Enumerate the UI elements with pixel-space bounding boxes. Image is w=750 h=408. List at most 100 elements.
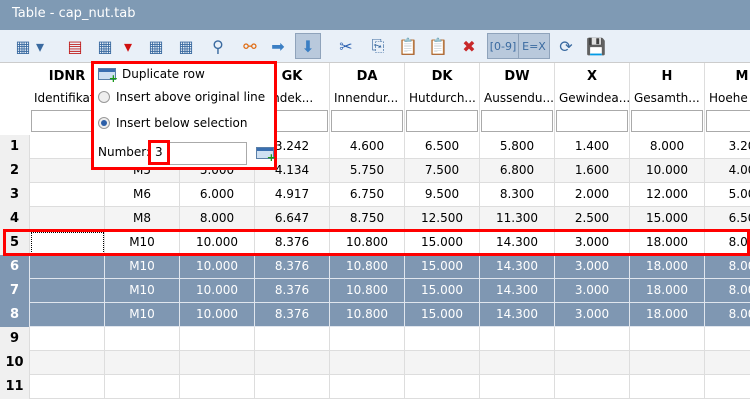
table-cell[interactable] [30,207,105,231]
table-cell[interactable]: 4.917 [255,183,330,207]
radio-insert-above[interactable] [98,91,110,103]
table-cell[interactable]: 4.134 [255,159,330,183]
move-row-down-button[interactable]: ▦ [173,33,199,59]
table-cell[interactable]: 8.000 [630,135,705,159]
table-cell[interactable] [105,327,180,351]
table-cell[interactable] [480,351,555,375]
table-cell[interactable]: 18.000 [630,303,705,327]
table-cell[interactable]: 18.000 [630,255,705,279]
table-cell[interactable] [705,375,750,399]
table-cell[interactable] [705,351,750,375]
table-cell[interactable]: 14.300 [480,231,555,255]
table-cell[interactable]: 8.00 [705,255,750,279]
delete-row-button[interactable]: ▤ [62,33,88,59]
save-button[interactable]: 💾 [583,33,609,59]
table-cell[interactable]: 10.000 [180,231,255,255]
table-cell[interactable]: 12.500 [405,207,480,231]
row-header[interactable]: 6 [0,255,30,279]
table-cell[interactable]: 7.500 [405,159,480,183]
table-row[interactable]: 7 M10 10.000 8.376 10.800 15.000 14.300 3.000 18… [0,279,750,303]
table-cell[interactable] [30,327,105,351]
table-cell[interactable] [555,327,630,351]
table-cell[interactable] [630,351,705,375]
row-header[interactable]: 7 [0,279,30,303]
table-cell[interactable]: 10.000 [180,279,255,303]
column-filter-input[interactable] [331,110,403,132]
row-header[interactable]: 5 [0,231,30,255]
table-cell[interactable]: 1.400 [555,135,630,159]
table-cell[interactable]: 6.000 [180,183,255,207]
table-cell[interactable] [405,327,480,351]
table-cell[interactable]: 5.00 [705,183,750,207]
copy-button[interactable]: ⎘ [365,33,391,59]
table-cell[interactable]: 10.000 [630,159,705,183]
hierarchy-button[interactable]: ⚯ [237,33,263,59]
table-cell[interactable]: 8.376 [255,255,330,279]
table-cell[interactable]: 8.300 [480,183,555,207]
table-cell[interactable]: 3.000 [555,303,630,327]
table-cell[interactable]: 12.000 [630,183,705,207]
column-header-dw[interactable]: DW Aussendu... [480,63,555,135]
table-row[interactable]: 11 [0,375,750,399]
table-cell[interactable]: 8.376 [255,303,330,327]
table-cell[interactable]: 15.000 [405,231,480,255]
table-cell[interactable] [705,327,750,351]
column-header-h[interactable]: H Gesamth... [630,63,705,135]
column-header-idnr[interactable]: IDNR Identifikat... [30,63,105,135]
table-cell[interactable] [555,351,630,375]
column-header-m[interactable]: M Hoehe S [705,63,750,135]
dropdown-arrow-button[interactable]: ▾ [34,33,46,59]
column-header-x[interactable]: X Gewindea... [555,63,630,135]
table-cell[interactable]: 4.600 [330,135,405,159]
table-cell[interactable]: 15.000 [630,207,705,231]
table-cell[interactable] [330,375,405,399]
table-cell[interactable] [105,351,180,375]
table-row[interactable]: 5 M10 10.000 8.376 10.800 15.000 14.300 3.000 18… [0,231,750,255]
table-cell[interactable]: M10 [105,279,180,303]
radio-insert-below[interactable] [98,117,110,129]
row-header[interactable]: 8 [0,303,30,327]
table-cell[interactable] [330,351,405,375]
table-cell[interactable]: 10.000 [180,255,255,279]
table-cell[interactable]: M10 [105,303,180,327]
table-cell[interactable]: 15.000 [405,303,480,327]
table-cell[interactable]: 15.000 [405,279,480,303]
table-cell[interactable]: M10 [105,231,180,255]
table-cell[interactable] [180,351,255,375]
table-cell[interactable]: 6.500 [405,135,480,159]
table-cell[interactable]: 8.376 [255,279,330,303]
table-cell[interactable] [405,375,480,399]
table-cell[interactable]: M6 [105,183,180,207]
arrow-down-button[interactable]: ⬇ [295,33,321,59]
table-cell[interactable]: 3.20 [705,135,750,159]
column-header-dk[interactable]: DK Hutdurch... [405,63,480,135]
find-button[interactable]: ⚲ [205,33,231,59]
table-cell[interactable] [630,327,705,351]
duplicate-row-button[interactable]: ▦ [92,33,118,59]
numeric-range-button[interactable]: [0-9] [487,33,519,59]
table-cell[interactable]: 8.376 [255,231,330,255]
formula-button[interactable]: E=X [518,33,550,59]
table-cell[interactable]: M8 [105,207,180,231]
table-cell[interactable]: 5.750 [330,159,405,183]
column-filter-input[interactable] [406,110,478,132]
table-cell[interactable] [30,279,105,303]
table-cell[interactable]: 14.300 [480,279,555,303]
table-cell[interactable]: 3.242 [255,135,330,159]
table-cell[interactable]: 10.000 [180,303,255,327]
cut-button[interactable]: ✂ [333,33,359,59]
table-row[interactable]: 3 M6 6.000 4.917 6.750 9.500 8.300 2.000 12.000 5… [0,183,750,207]
table-cell[interactable] [255,327,330,351]
table-cell[interactable]: 8.750 [330,207,405,231]
table-cell[interactable]: 14.300 [480,255,555,279]
duplicate-row-label[interactable]: Duplicate row [122,67,205,81]
row-header[interactable]: 9 [0,327,30,351]
delete-button[interactable]: ✖ [456,33,482,59]
table-cell[interactable]: 8.00 [705,303,750,327]
table-cell[interactable]: 6.750 [330,183,405,207]
table-row[interactable]: 8 M10 10.000 8.376 10.800 15.000 14.300 3.000 18… [0,303,750,327]
table-cell[interactable]: 6.50 [705,207,750,231]
column-filter-input[interactable] [631,110,703,132]
table-cell[interactable]: 10.800 [330,231,405,255]
table-cell[interactable]: 10.800 [330,303,405,327]
